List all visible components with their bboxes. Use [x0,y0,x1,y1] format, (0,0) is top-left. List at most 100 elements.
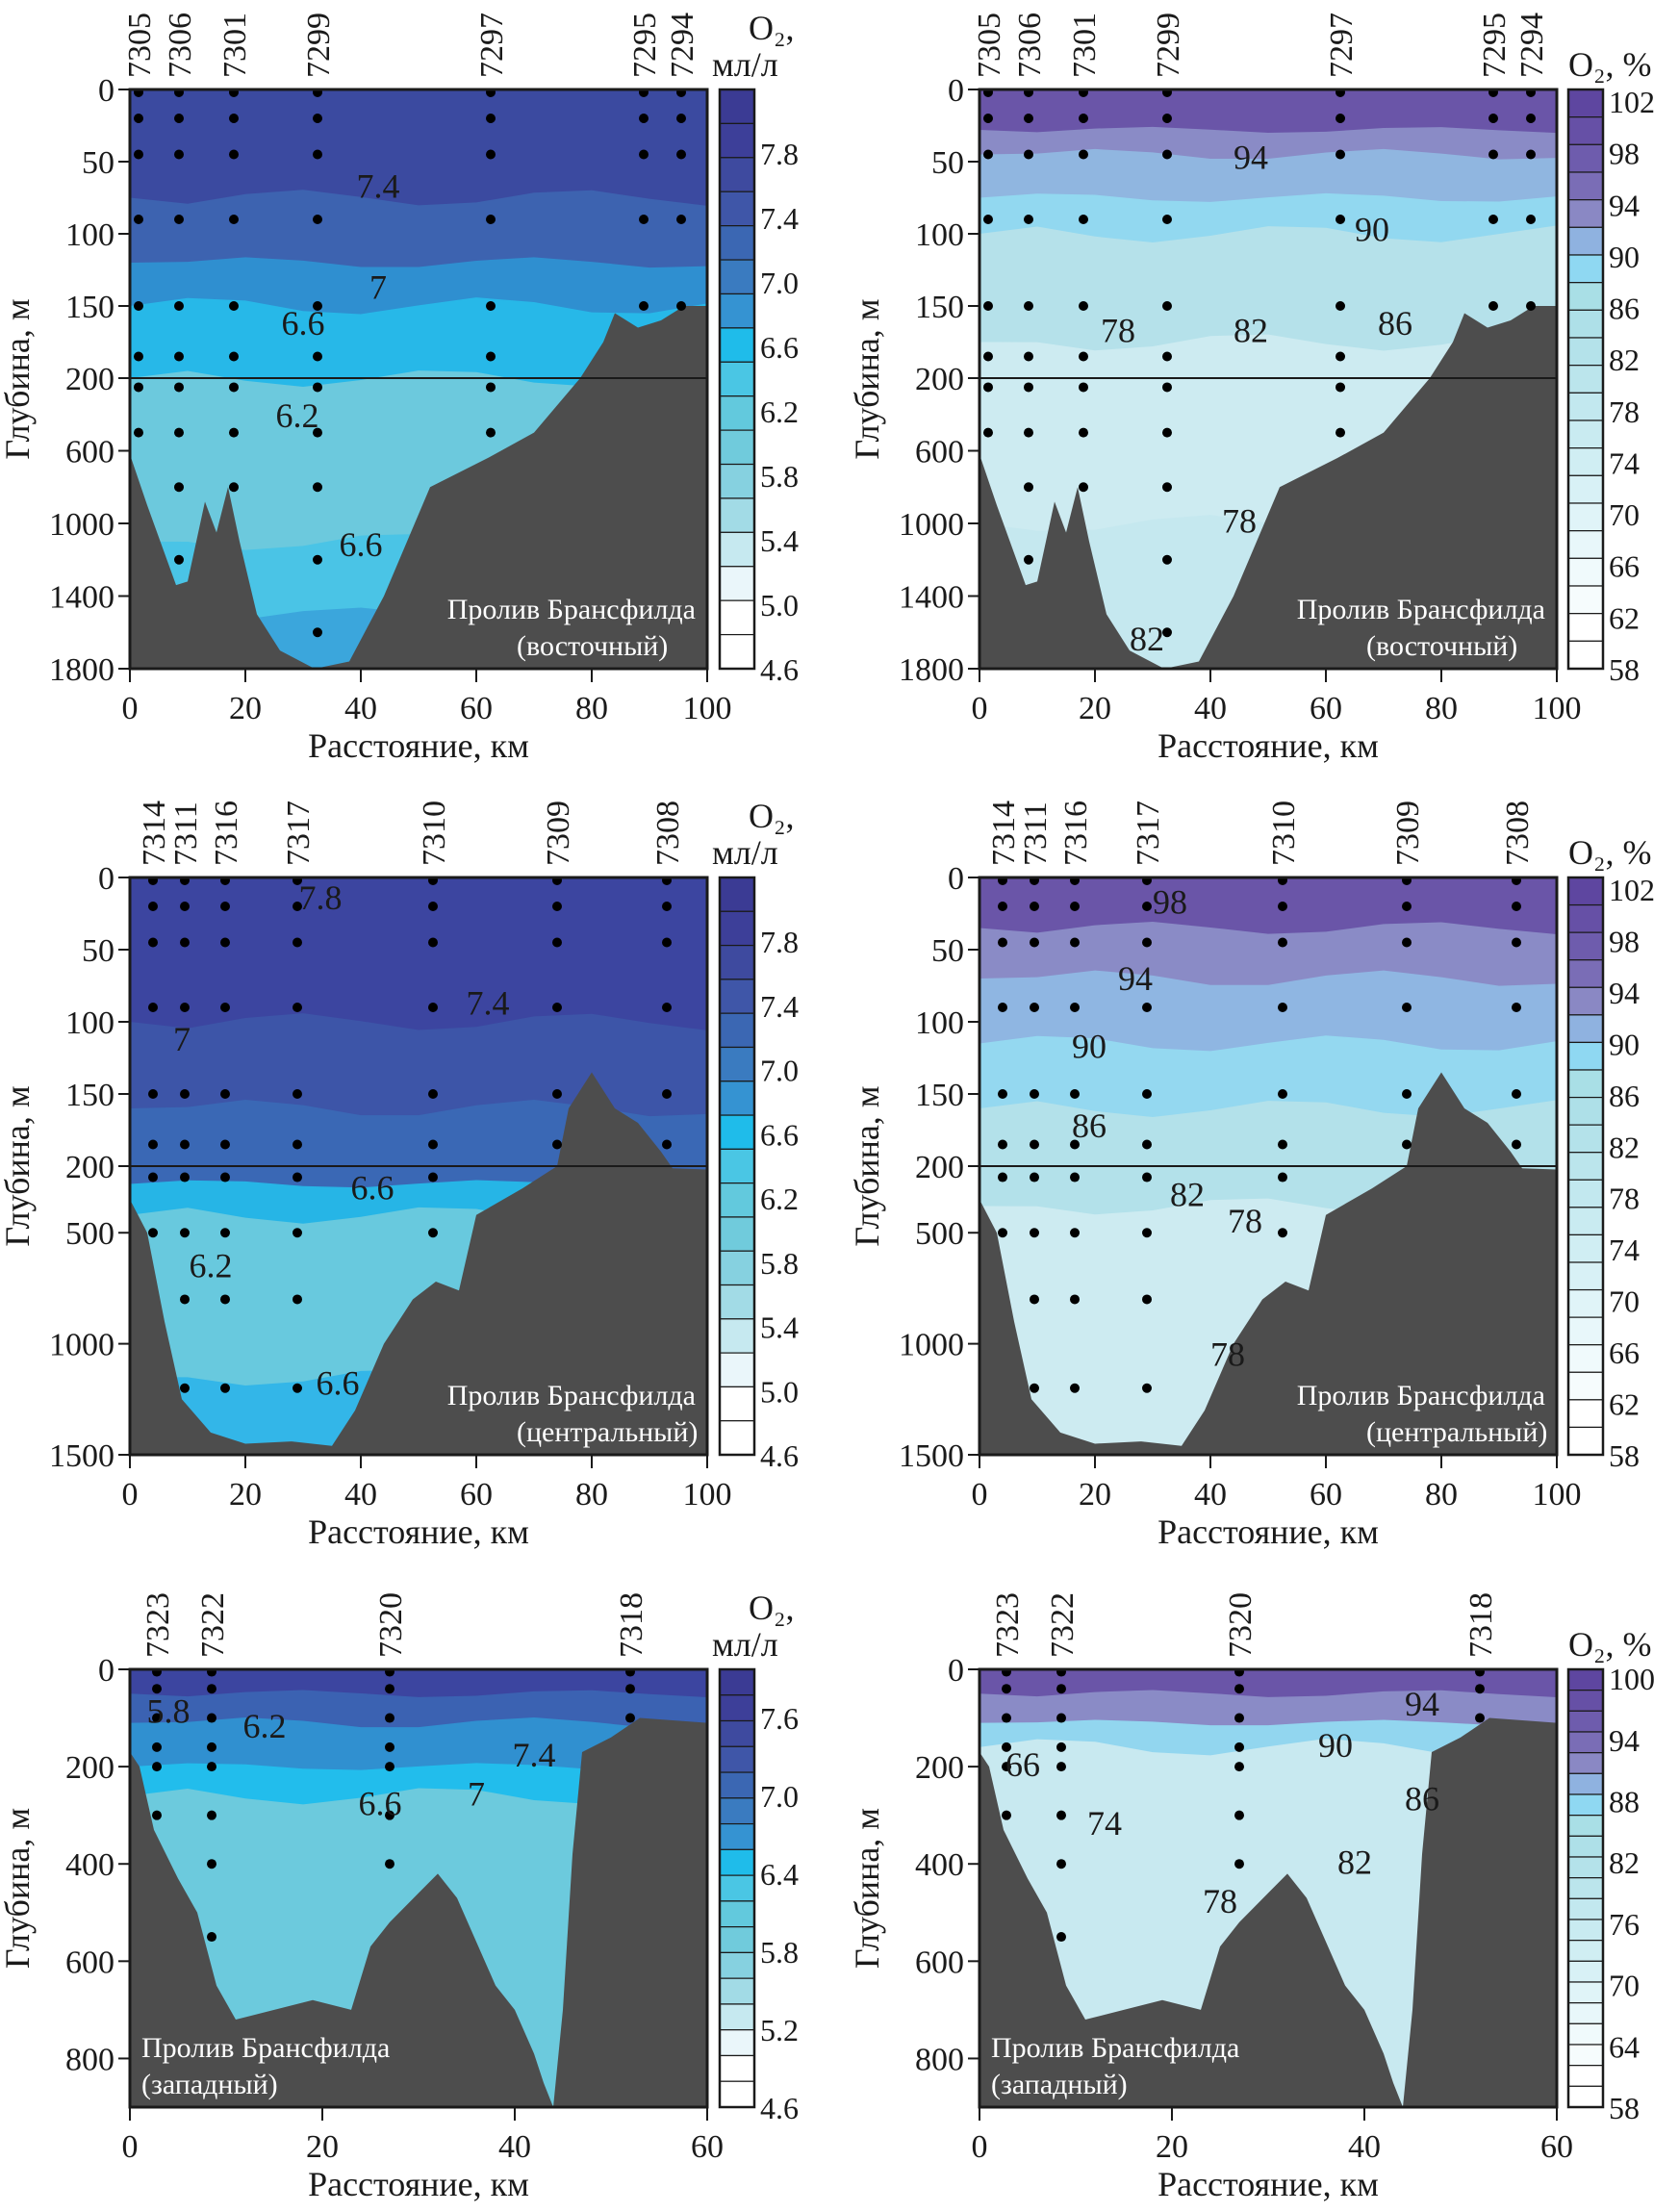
sample-point [293,1003,302,1012]
colorbar-bin [1567,1940,1604,1962]
sample-point [220,1003,230,1012]
sample-point [1234,1859,1244,1869]
sample-point [148,1172,158,1182]
y-tick-label: 1500 [49,1438,114,1474]
colorbar-bin [719,1771,755,1799]
y-axis-title: Глубина, м [0,1085,37,1246]
sample-point [1526,215,1536,224]
sample-point [1512,1089,1521,1099]
colorbar-tick-label: 7.8 [760,925,799,959]
station-label: 7323 [140,1592,176,1658]
colorbar-bin [1567,1179,1604,1208]
y-tick-label: 150 [915,290,964,325]
region-sublabel: (западный) [991,2069,1128,2100]
sample-point [998,1172,1007,1182]
sample-point [998,1228,1007,1238]
colorbar-bin [1567,309,1604,339]
sample-point [152,1742,162,1752]
station-label: 7314 [137,801,172,866]
sample-point [148,937,158,948]
x-axis-title: Расстояние, км [308,726,529,765]
sample-point [229,149,239,160]
sample-point [1030,1089,1039,1099]
sample-point [1024,114,1033,123]
station-label: 7299 [1151,13,1186,78]
station-label: 7301 [1067,13,1103,78]
y-tick-label: 50 [931,933,964,969]
sample-point [1056,1932,1066,1943]
sample-point [148,1003,158,1012]
colorbar-tick-label: 94 [1609,1723,1640,1758]
sample-point [385,1713,394,1723]
sample-point [207,1742,216,1752]
region-label: Пролив Брансфилда [447,1380,696,1411]
contour-label: 90 [1318,1726,1353,1765]
sample-point [486,301,496,311]
sample-point [1056,1669,1066,1677]
sample-point [1162,554,1172,565]
panel-central-ml: 7.8 7.4 7 6.6 6.2 6.6 Пролив Брансфилда (центра… [0,797,799,1551]
station-label: 7297 [1324,13,1360,78]
sample-point [1488,114,1498,123]
colorbar-tick-label: 78 [1609,1182,1640,1216]
sample-point [998,1003,1007,1012]
contour-label: 74 [1087,1804,1122,1843]
colorbar-bin [1567,1710,1604,1733]
sample-point [1402,1003,1412,1012]
sample-point [134,215,143,224]
colorbar-bin [1567,2044,1604,2067]
panel-east-ml: 7.4 7 6.6 6.2 6.6 Пролив Брансфилда (восточный… [0,9,799,765]
colorbar-tick-label: 98 [1609,924,1640,958]
sample-point [1512,902,1521,911]
colorbar-tick-label: 4.6 [760,652,799,687]
sample-point [1488,215,1498,224]
colorbar-tick-label: 5.2 [760,2013,799,2047]
sample-point [1475,1684,1485,1694]
sample-point [220,1139,230,1150]
sample-point [662,937,672,948]
sample-point [1030,1139,1039,1150]
colorbar-frame [718,88,756,671]
colorbar-tick-label: 90 [1609,240,1640,274]
contour-label: 78 [1228,1202,1262,1240]
x-tick-label: 80 [575,691,608,726]
station-label: 7310 [1266,801,1302,866]
x-axis-title: Расстояние, км [1157,726,1379,765]
colorbar-bin [719,122,755,159]
sample-point [1024,149,1033,160]
sample-point [1278,902,1287,911]
y-tick-label: 1500 [899,1438,964,1474]
sample-point [676,215,686,224]
seafloor [979,306,1557,669]
sample-point [1079,301,1088,311]
sample-point [1475,1713,1485,1723]
x-tick-label: 100 [683,691,732,726]
sample-point [1402,1089,1412,1099]
colorbar-title: O₂, % [1568,1625,1652,1664]
colorbar-bin [719,1848,755,1876]
x-axis-title: Расстояние, км [308,2165,529,2203]
sample-point [134,382,143,393]
sample-point [1079,427,1088,438]
colorbar-bin [1567,474,1604,504]
sample-point [1056,1859,1066,1869]
colorbar-tick-label: 7.4 [760,989,799,1024]
colorbar-bin [1567,931,1604,961]
colorbar-tick-label: 66 [1609,549,1640,584]
sample-point [1002,1762,1011,1772]
colorbar-bin [1567,959,1604,988]
contour-label: 7 [468,1775,485,1814]
sample-point [662,1003,672,1012]
contour-label: 90 [1355,211,1389,249]
sample-point [148,1228,158,1238]
sample-point [1056,1713,1066,1723]
sample-point [220,877,230,885]
contour-label: 6.2 [243,1707,287,1745]
y-tick-label: 800 [65,2042,114,2077]
colorbar-bin [1567,1772,1604,1795]
sample-point [983,351,993,362]
colorbar-tick-label: 6.6 [760,330,799,365]
colorbar-bin [1567,1207,1604,1236]
sample-point [639,89,649,97]
